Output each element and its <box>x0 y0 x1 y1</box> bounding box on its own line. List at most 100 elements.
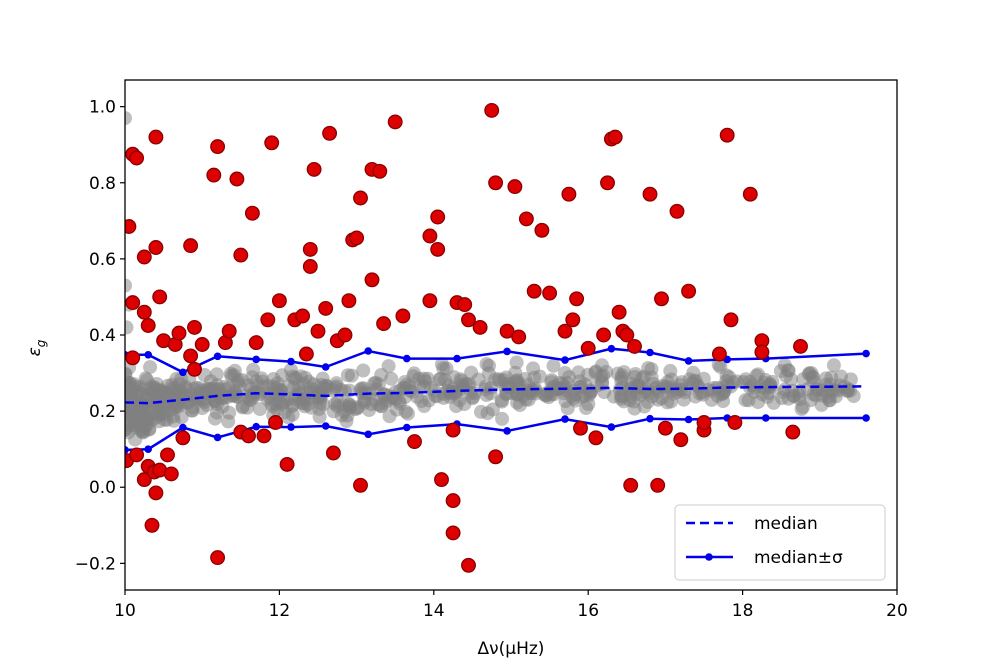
outlier-point <box>148 240 164 255</box>
sigma-marker <box>252 355 260 364</box>
outlier-point <box>654 291 669 307</box>
outlier-point <box>244 205 260 221</box>
sigma-marker <box>561 415 569 423</box>
outlier-point <box>445 525 461 541</box>
outlier-point <box>785 424 801 440</box>
bulk-point <box>722 370 736 384</box>
legend-median-label: median <box>754 514 818 534</box>
outlier-point <box>542 285 558 301</box>
bulk-point <box>301 374 316 389</box>
outlier-point <box>499 323 515 339</box>
y-tick-label: 1.0 <box>89 98 116 118</box>
outlier-point <box>723 312 739 328</box>
x-tick-label: 10 <box>114 601 136 621</box>
sigma-marker <box>561 356 569 364</box>
bulk-point <box>248 384 263 399</box>
bulk-point <box>435 357 449 372</box>
outlier-point <box>580 340 596 356</box>
outlier-point <box>372 163 388 179</box>
outlier-point <box>488 449 504 465</box>
outlier-point <box>279 456 295 472</box>
outlier-point <box>187 319 202 335</box>
bulk-point <box>125 278 132 293</box>
bulk-point <box>665 383 680 398</box>
legend-sigma-label: median±σ <box>754 548 843 568</box>
outlier-point <box>727 415 743 430</box>
outlier-points <box>125 102 808 573</box>
outlier-point <box>619 327 635 343</box>
bulk-point <box>495 411 510 426</box>
bulk-point <box>344 368 359 383</box>
y-tick-label: 0.8 <box>89 174 116 194</box>
outlier-point <box>125 219 137 234</box>
outlier-point <box>163 466 179 482</box>
outlier-point <box>233 247 249 263</box>
bulk-point <box>139 402 154 417</box>
outlier-point <box>241 428 256 444</box>
bulk-point <box>460 378 475 393</box>
bulk-point <box>509 355 524 370</box>
outlier-point <box>526 283 542 299</box>
outlier-point <box>136 304 152 320</box>
outlier-point <box>719 127 735 143</box>
outlier-point <box>152 289 168 305</box>
bulk-point <box>300 397 315 412</box>
outlier-point <box>642 186 658 202</box>
bulk-point <box>156 395 170 410</box>
sigma-marker <box>179 423 187 432</box>
bulk-point <box>582 387 597 402</box>
bulk-point <box>479 357 494 372</box>
y-axis-label-main: ε <box>25 347 45 356</box>
bulk-point <box>742 374 757 389</box>
sigma-marker <box>453 354 461 363</box>
sigma-marker <box>646 348 654 357</box>
outlier-point <box>588 430 604 446</box>
outlier-point <box>268 415 283 430</box>
outlier-point <box>607 129 623 145</box>
outlier-point <box>129 447 145 463</box>
bulk-point <box>165 380 180 395</box>
bulk-point <box>495 394 509 409</box>
outlier-point <box>187 361 202 377</box>
outlier-point <box>422 228 438 244</box>
sigma-marker <box>287 423 295 431</box>
bulk-point <box>704 392 719 407</box>
outlier-point <box>144 517 160 533</box>
outlier-point <box>298 346 314 362</box>
y-tick-label: 0.4 <box>89 326 116 346</box>
bulk-point <box>627 394 641 409</box>
outlier-point <box>657 420 673 436</box>
sigma-marker <box>144 351 152 359</box>
sigma-marker <box>321 422 330 430</box>
outlier-point <box>210 139 226 155</box>
outlier-point <box>422 293 438 309</box>
outlier-point <box>260 312 276 328</box>
outlier-point <box>353 190 368 206</box>
sigma-marker <box>503 347 511 356</box>
bulk-point <box>223 366 238 381</box>
sigma-marker <box>607 344 616 353</box>
outlier-point <box>472 319 488 335</box>
sigma-marker <box>862 414 870 422</box>
sigma-marker <box>144 445 152 454</box>
outlier-point <box>573 420 588 436</box>
outlier-point <box>140 318 156 333</box>
outlier-point <box>318 300 334 316</box>
bulk-point <box>382 409 397 424</box>
bulk-point <box>125 320 134 335</box>
outlier-point <box>569 291 585 307</box>
outlier-point <box>295 308 311 324</box>
bulk-point <box>144 381 159 396</box>
outlier-point <box>445 422 461 438</box>
outlier-point <box>256 428 272 444</box>
outlier-point <box>341 293 357 309</box>
bulk-point <box>716 394 731 409</box>
sigma-marker <box>179 368 187 377</box>
bulk-point <box>688 389 703 404</box>
sigma-marker <box>862 349 870 358</box>
outlier-point <box>461 557 476 573</box>
outlier-point <box>430 209 446 225</box>
y-tick-label: 0.2 <box>89 402 116 422</box>
bulk-point <box>357 381 371 396</box>
